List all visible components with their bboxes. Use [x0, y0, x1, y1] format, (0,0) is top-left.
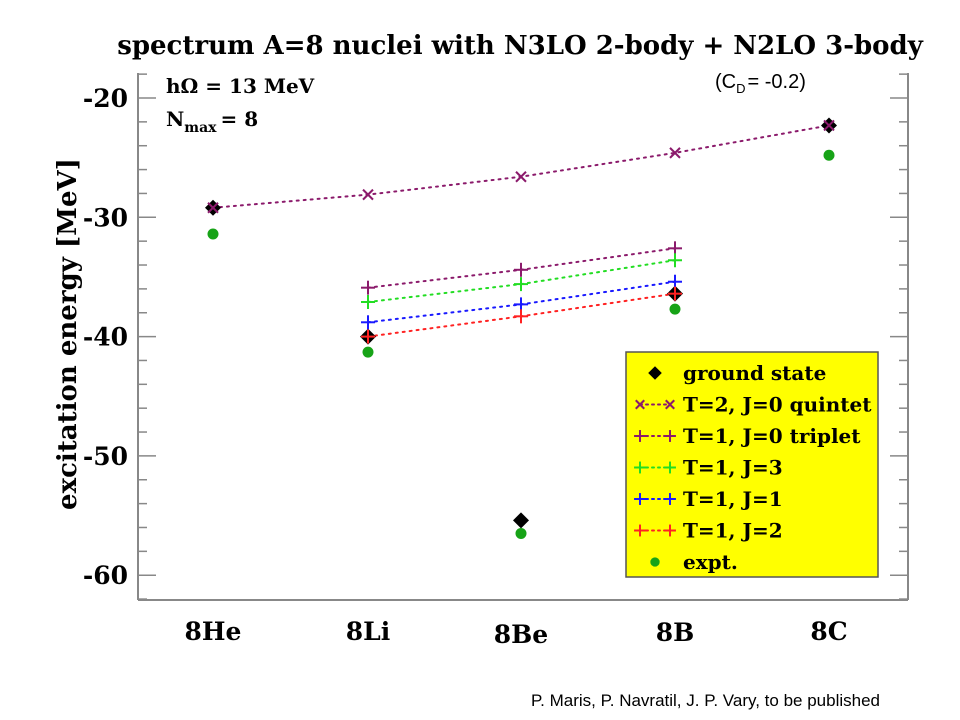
- t-1-j-1-point: [514, 297, 528, 312]
- legend-label: ground state: [683, 361, 826, 385]
- legend-marker: [648, 366, 662, 380]
- x-tick-label: 8Li: [346, 617, 390, 646]
- t-1-j-0-triplet-point: [514, 262, 528, 277]
- expt-point: [823, 149, 835, 161]
- legend-marker: [634, 524, 646, 537]
- t-1-j-1-point: [361, 315, 375, 330]
- t-2-j-0-quintet-line: [212, 124, 830, 209]
- legend-entry: T=1, J=2: [634, 519, 783, 543]
- y-tick-labels: -20 -30 -40 -50 -60: [83, 84, 128, 590]
- t-1-j-2-point: [668, 286, 682, 301]
- x-stroke: [635, 399, 645, 410]
- legend-entry: T=1, J=3: [634, 456, 783, 480]
- legend-marker: [664, 524, 676, 537]
- legend-label: T=1, J=0 triplet: [683, 424, 861, 448]
- t-2-j-0-quintet-point: [207, 202, 219, 214]
- t-2-j-0-quintet-point: [362, 188, 374, 201]
- y-tick-label: -50: [83, 442, 128, 471]
- data-markers: [205, 117, 837, 539]
- expt-point: [207, 228, 219, 240]
- t-1-j-3-point: [361, 295, 375, 310]
- y-axis-label: excitation energy [MeV]: [53, 158, 83, 510]
- legend-marker: [665, 399, 675, 410]
- cd-parameter-label: (CD = -0.2): [715, 71, 806, 96]
- x-stroke: [665, 399, 675, 410]
- legend-entry: T=1, J=1: [634, 487, 783, 511]
- expt-point: [669, 303, 681, 315]
- t-1-j-2-point: [514, 309, 528, 324]
- credit-text: P. Maris, P. Navratil, J. P. Vary, to be…: [531, 691, 880, 710]
- t-2-j-0-quintet-point: [823, 119, 835, 132]
- x-stroke: [669, 147, 681, 159]
- legend-marker: [664, 493, 676, 505]
- expt-point: [515, 527, 527, 539]
- t-2-j-0-quintet-point: [669, 147, 681, 159]
- x-tick-label: 8B: [656, 618, 695, 647]
- plot-frame: [137, 73, 909, 601]
- y-tick-label: -40: [83, 323, 128, 352]
- legend-box: [625, 351, 879, 578]
- x-tick-label: 8C: [810, 617, 847, 646]
- legend-label: T=1, J=3: [683, 456, 783, 480]
- legend-entry: ground state: [648, 361, 826, 385]
- t-1-j-3-point: [668, 253, 682, 268]
- t-1-j-0-triplet-point: [361, 280, 375, 295]
- legend-label: T=1, J=2: [683, 519, 783, 543]
- x-stroke: [515, 171, 527, 183]
- nmax-label: Nmax = 8: [166, 107, 258, 136]
- legend-label: T=2, J=0 quintet: [683, 393, 872, 417]
- legend-entry: expt.: [650, 550, 738, 574]
- legend-entry: T=2, J=0 quintet: [635, 393, 872, 417]
- legend-label: T=1, J=1: [683, 487, 783, 511]
- legend-label: expt.: [683, 550, 738, 574]
- y-tick-label: -60: [83, 561, 128, 590]
- x-tick-label: 8Be: [494, 620, 548, 649]
- x-stroke: [207, 202, 219, 214]
- x-tick-labels: 8He 8Li 8Be 8B 8C: [185, 617, 848, 649]
- t-1-j-0-triplet-point: [668, 241, 682, 256]
- hbar-omega-label: hΩ = 13 MeV: [166, 74, 315, 98]
- t-1-j-3-point: [514, 277, 528, 292]
- legend-marker: [634, 430, 646, 442]
- x-tick-label: 8He: [185, 617, 242, 646]
- t-1-j-1-point: [668, 274, 682, 289]
- legend: ground state T=2, J=0 quintet T=1, J=0 tri…: [625, 351, 879, 578]
- x-stroke: [823, 119, 835, 132]
- x-stroke: [362, 188, 374, 201]
- t-2-j-0-quintet-point: [515, 171, 527, 183]
- ground-state-point: [513, 512, 529, 529]
- y-tick-label: -20: [83, 84, 128, 113]
- chart-title: spectrum A=8 nuclei with N3LO 2-body + N…: [117, 31, 924, 61]
- t-1-j-2-point: [361, 329, 375, 344]
- legend-marker: [634, 461, 646, 474]
- expt-point: [362, 346, 374, 358]
- legend-marker: [664, 430, 676, 442]
- legend-marker: [634, 493, 646, 505]
- legend-entry: T=1, J=0 triplet: [634, 424, 861, 448]
- y-tick-label: -30: [83, 203, 128, 232]
- legend-marker: [650, 557, 660, 567]
- legend-marker: [664, 461, 676, 474]
- legend-marker: [635, 399, 645, 410]
